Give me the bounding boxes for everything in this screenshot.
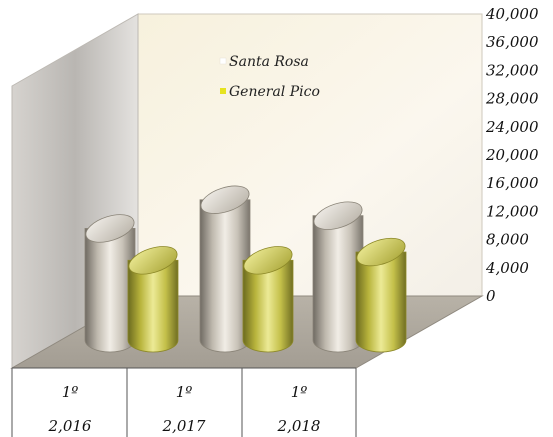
category-label-1-line1: 1º: [62, 383, 79, 401]
bar-body: [355, 251, 407, 353]
y-tick-label: 32,000: [486, 61, 539, 79]
bar-top: [356, 237, 406, 267]
y-tick-label: 20,000: [485, 146, 539, 164]
bar-top: [243, 246, 293, 275]
bar-body: [84, 228, 136, 353]
category-label-2-line2: 2,017: [162, 417, 206, 435]
bar-top: [200, 185, 250, 214]
bar-top: [85, 214, 135, 243]
bar-santa-rosa-1: [84, 214, 136, 353]
bar-santa-rosa-2: [199, 185, 251, 353]
y-axis-ticks: 0 4,000 8,000 12,000 16,000 20,000 24,000 28,00…: [485, 5, 539, 305]
category-label-2-line1: 1º: [176, 383, 193, 401]
legend-label-santa-rosa: Santa Rosa: [229, 54, 309, 70]
category-label-1-line2: 2,016: [48, 417, 92, 435]
y-tick-label: 16,000: [486, 174, 539, 192]
bar-top: [128, 246, 178, 275]
legend-marker-santa-rosa: [219, 57, 227, 65]
chart-back-wall: [137, 13, 483, 297]
bars-layer: [84, 185, 407, 353]
y-tick-label: 4,000: [485, 259, 529, 277]
y-tick-label: 40,000: [485, 5, 539, 23]
y-tick-label: 24,000: [485, 118, 539, 136]
y-tick-label: 28,000: [485, 90, 539, 108]
bar-body: [127, 259, 179, 353]
legend-marker-general-pico: [220, 88, 226, 94]
bar-body: [199, 199, 251, 353]
category-label-3-line2: 2,018: [277, 417, 321, 435]
category-table: 1º 2,016 1º 2,017 1º 2,018: [11, 367, 357, 437]
bar-top: [313, 201, 363, 230]
bar-body: [242, 259, 294, 353]
category-label-3-line1: 1º: [291, 383, 308, 401]
legend: Santa Rosa General Pico: [219, 54, 320, 100]
y-tick-label: 8,000: [486, 231, 529, 249]
bar-general-pico-2: [242, 246, 294, 353]
bar-general-pico-3: [355, 237, 407, 353]
y-tick-label: 36,000: [486, 33, 539, 51]
bar-general-pico-1: [127, 246, 179, 353]
y-tick-label: 0: [486, 287, 496, 305]
legend-label-general-pico: General Pico: [229, 84, 320, 100]
y-tick-label: 12,000: [486, 202, 539, 220]
bar-body: [312, 215, 364, 353]
